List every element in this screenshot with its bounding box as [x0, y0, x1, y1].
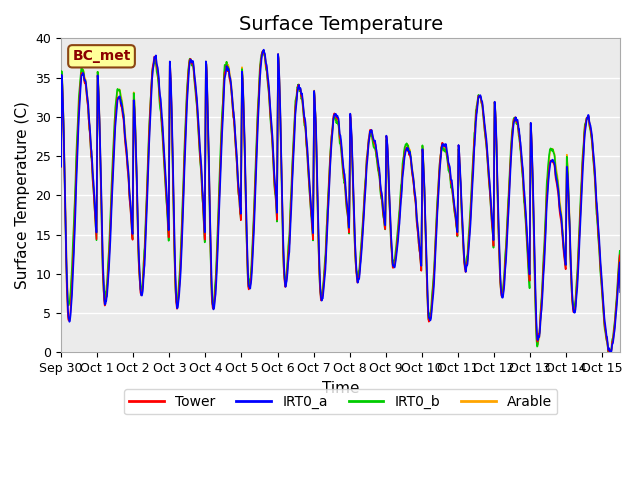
IRT0_a [260, 47, 268, 52]
IRT0_b [616, 282, 624, 288]
IRT0_a [543, 208, 550, 214]
Tower [157, 114, 165, 120]
Arable [259, 48, 267, 53]
Title: Surface Temperature: Surface Temperature [239, 15, 443, 34]
Tower [481, 125, 488, 131]
IRT0_b [219, 104, 227, 110]
Tower [269, 163, 277, 168]
IRT0_a [607, 351, 614, 357]
IRT0_a [616, 289, 624, 295]
IRT0_b [157, 120, 165, 126]
Tower [607, 350, 614, 356]
Arable [58, 161, 65, 167]
IRT0_a [157, 107, 165, 113]
Arable [616, 285, 624, 291]
Text: BC_met: BC_met [72, 49, 131, 63]
Tower [58, 164, 65, 169]
IRT0_b [58, 161, 65, 167]
IRT0_b [543, 186, 550, 192]
IRT0_a [269, 155, 277, 161]
IRT0_a [219, 125, 227, 131]
Tower [168, 127, 176, 133]
Line: IRT0_a: IRT0_a [61, 49, 620, 354]
Arable [168, 127, 176, 132]
Tower [260, 48, 268, 54]
IRT0_a [168, 120, 176, 126]
Arable [607, 350, 614, 356]
IRT0_b [269, 166, 277, 172]
IRT0_a [481, 120, 488, 126]
Arable [269, 158, 277, 164]
Arable [481, 122, 488, 128]
Line: IRT0_b: IRT0_b [61, 51, 620, 353]
Legend: Tower, IRT0_a, IRT0_b, Arable: Tower, IRT0_a, IRT0_b, Arable [124, 389, 557, 414]
Arable [219, 113, 227, 119]
Arable [543, 196, 550, 202]
Tower [219, 114, 227, 120]
Y-axis label: Surface Temperature (C): Surface Temperature (C) [15, 101, 30, 289]
Line: Tower: Tower [61, 51, 620, 353]
Tower [616, 284, 624, 290]
Line: Arable: Arable [61, 50, 620, 353]
IRT0_b [607, 350, 614, 356]
Arable [157, 114, 165, 120]
IRT0_b [481, 127, 488, 133]
IRT0_a [58, 164, 65, 169]
IRT0_b [168, 134, 176, 140]
X-axis label: Time: Time [322, 381, 360, 396]
IRT0_b [259, 48, 267, 54]
Tower [543, 200, 550, 206]
